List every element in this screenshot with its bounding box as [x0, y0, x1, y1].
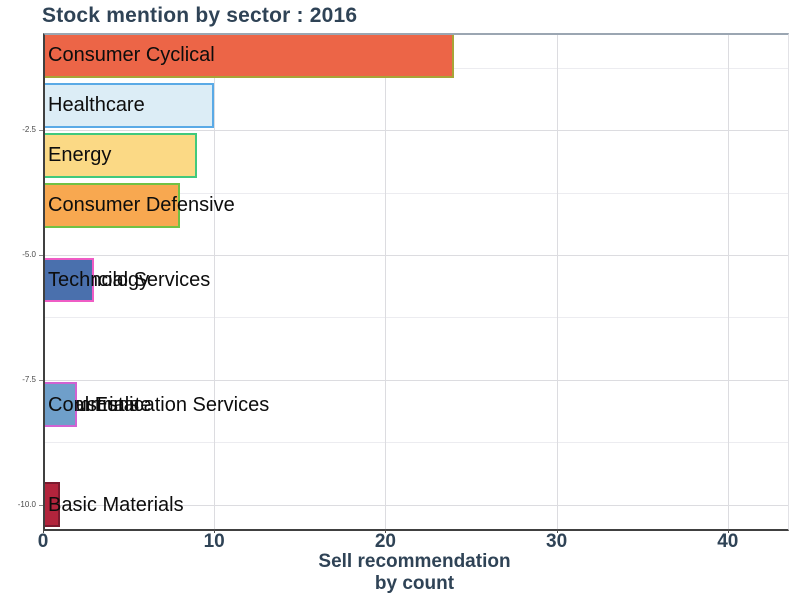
chart-title: Stock mention by sector : 2016 [42, 4, 358, 27]
x-axis-title-line1: Sell recommendation [318, 551, 511, 572]
x-tick-mark-20 [385, 529, 387, 533]
bar-label-technology: Technology [48, 269, 150, 291]
bar-healthcare [45, 82, 215, 128]
bar-label-consumer-cyclical: Consumer Cyclical [48, 44, 215, 67]
bar-label-healthcare: Healthcare [48, 94, 145, 117]
y-tick-label--7.5: -7.5 [22, 374, 36, 384]
x-tick-label-0: 0 [37, 531, 49, 552]
x-tick-label-20: 20 [374, 531, 396, 552]
bar-label-energy: Energy [48, 144, 112, 167]
gridline-y--10 [45, 504, 788, 506]
y-tick-mark--10 [39, 504, 43, 506]
y-tick-mark--2.5 [39, 130, 43, 132]
x-tick-mark-40 [727, 529, 729, 533]
x-tick-label-30: 30 [546, 531, 568, 552]
x-tick-mark-0 [43, 529, 44, 533]
bar-consumer-defensive [45, 182, 180, 228]
gridline-y--3.75 [45, 192, 788, 194]
x-tick-mark-30 [556, 529, 558, 533]
bar-basic-materials [45, 482, 61, 527]
gridline-y--7.5 [45, 379, 788, 381]
bar-communication-services [45, 382, 78, 428]
gridline-y--8.75 [45, 442, 788, 444]
gridline-x-20 [385, 35, 387, 529]
bar-label-basic-materials: Basic Materials [48, 493, 184, 516]
x-axis-title: Sell recommendation by count [43, 551, 786, 595]
y-tick-label--2.5: -2.5 [22, 125, 36, 135]
gridline-x-30 [556, 35, 558, 529]
bar-energy [45, 132, 198, 178]
x-tick-label-10: 10 [203, 531, 225, 552]
gridline-y--2.5 [45, 130, 788, 132]
y-tick-label--10: -10.0 [17, 499, 36, 509]
gridline-y--6.25 [45, 317, 788, 319]
x-tick-label-40: 40 [717, 531, 739, 552]
x-tick-mark-10 [214, 529, 216, 533]
gridline-x-40 [727, 35, 729, 529]
bar-label-consumer-defensive: Consumer Defensive [48, 194, 235, 217]
gridline-x-10 [214, 35, 216, 529]
y-tick-mark--7.5 [39, 379, 43, 381]
plot-panel: Consumer Cyclical Healthcare Energy Consume… [43, 33, 789, 531]
y-tick-mark--5 [39, 255, 43, 257]
gridline-y--5 [45, 255, 788, 257]
bar-technology [45, 257, 95, 303]
y-tick-label--5: -5.0 [22, 250, 36, 260]
bar-consumer-cyclical [45, 35, 454, 78]
x-axis-title-line2: by count [374, 573, 455, 594]
bar-label-communication-services: Communication Services [48, 393, 270, 416]
